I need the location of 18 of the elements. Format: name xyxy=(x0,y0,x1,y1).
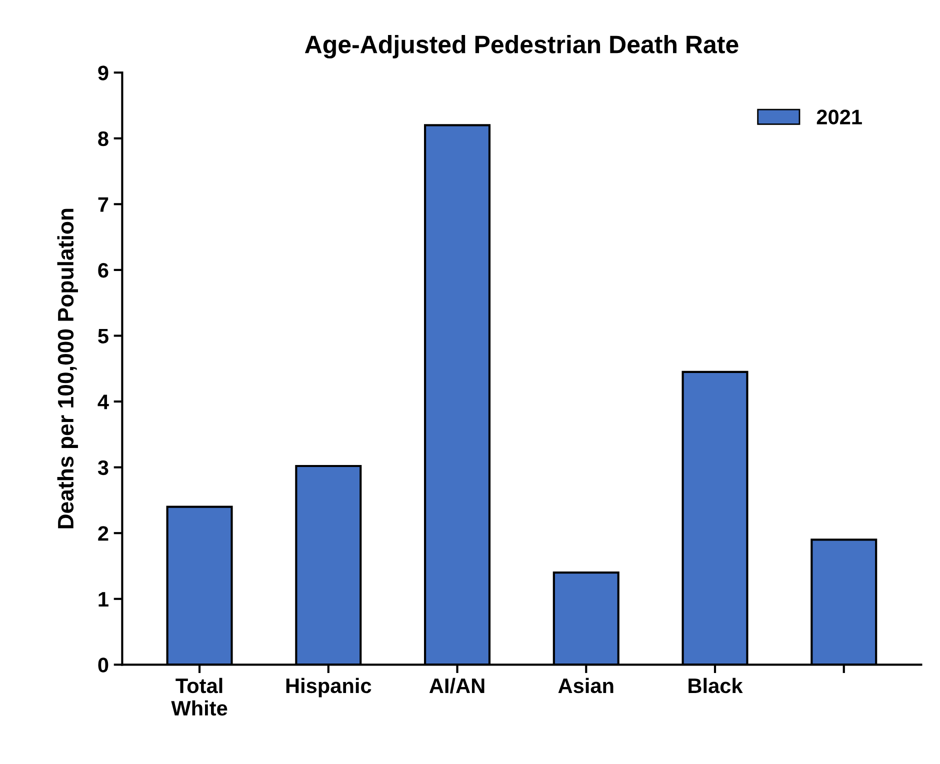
x-tick-label: AI/AN xyxy=(429,678,484,694)
chart-title: Age-Adjusted Pedestrian Death Rate xyxy=(304,35,738,58)
y-axis-title: Deaths per 100,000 Population xyxy=(57,208,78,528)
y-tick-label: 8 xyxy=(98,131,108,146)
y-tick-label: 1 xyxy=(98,592,108,606)
y-tick-label: 7 xyxy=(98,197,108,212)
y-tick-label: 4 xyxy=(98,394,109,410)
x-tick-label: Black xyxy=(688,678,743,694)
y-tick-label: 3 xyxy=(98,460,108,476)
y-tick-label: 6 xyxy=(98,262,108,278)
y-tick-label: 0 xyxy=(98,658,108,672)
y-tick-label: 9 xyxy=(98,66,108,80)
y-tick-label: 2 xyxy=(98,526,108,541)
x-tick-label: Total White xyxy=(171,678,228,716)
x-tick-label: Hispanic xyxy=(286,678,372,698)
x-tick-label: Asian xyxy=(558,678,614,694)
legend-label: 2021 xyxy=(816,110,862,124)
y-tick-label: 5 xyxy=(98,328,108,344)
